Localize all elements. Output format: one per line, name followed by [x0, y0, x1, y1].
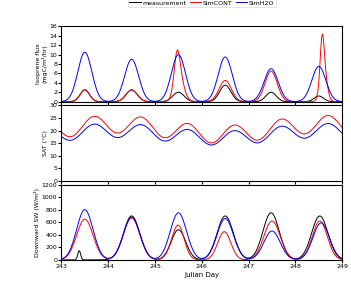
measurement — [282, 99, 286, 103]
measurement — [223, 84, 227, 87]
measurement — [62, 100, 66, 103]
SimH2O — [62, 99, 66, 103]
measurement — [153, 100, 157, 103]
measurement — [72, 99, 76, 102]
SimCONT — [153, 100, 157, 103]
Legend: measurement, SimCONT, SimH2O: measurement, SimCONT, SimH2O — [127, 0, 276, 7]
Line: SimCONT: SimCONT — [61, 34, 342, 102]
SimH2O — [340, 100, 344, 103]
SimCONT — [62, 100, 66, 103]
Line: SimH2O: SimH2O — [61, 52, 342, 102]
SimCONT — [320, 32, 325, 36]
SimH2O — [197, 99, 201, 103]
SimH2O — [154, 100, 158, 103]
measurement — [59, 100, 64, 103]
SimH2O — [59, 100, 64, 103]
Y-axis label: SAT (°C): SAT (°C) — [43, 130, 48, 156]
SimCONT — [101, 100, 105, 103]
SimCONT — [281, 95, 285, 98]
Y-axis label: Isoprene flux
(mgC/m²/hr): Isoprene flux (mgC/m²/hr) — [36, 44, 48, 84]
measurement — [340, 100, 344, 103]
SimCONT — [72, 99, 76, 102]
SimH2O — [72, 84, 76, 88]
Y-axis label: Downward SW (W/m²): Downward SW (W/m²) — [34, 188, 40, 257]
SimCONT — [59, 100, 64, 103]
X-axis label: Julian Day: Julian Day — [184, 272, 219, 278]
SimH2O — [83, 51, 87, 54]
Line: measurement: measurement — [61, 85, 342, 102]
SimCONT — [196, 100, 200, 103]
SimCONT — [340, 100, 344, 103]
measurement — [101, 100, 105, 103]
SimH2O — [282, 93, 286, 97]
SimH2O — [102, 99, 106, 102]
measurement — [196, 100, 200, 103]
